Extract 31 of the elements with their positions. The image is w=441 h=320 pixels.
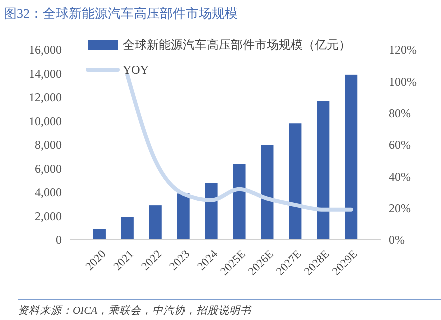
- bar: [205, 183, 218, 240]
- chart-title: 图32：全球新能源汽车高压部件市场规模: [4, 6, 238, 21]
- y2-tick-label: 100%: [389, 74, 417, 89]
- bar: [121, 217, 134, 240]
- y-tick-label: 14,000: [29, 66, 62, 81]
- bar: [261, 145, 274, 240]
- y-tick-label: 16,000: [29, 43, 62, 58]
- bar: [149, 206, 162, 240]
- y2-tick-label: 120%: [389, 43, 417, 58]
- bar: [233, 164, 246, 240]
- line-series: [126, 73, 354, 212]
- bar: [177, 194, 190, 240]
- y2-tick-label: 80%: [389, 106, 411, 121]
- y2-tick-label: 60%: [389, 138, 411, 152]
- y-tick-label: 12,000: [29, 90, 62, 105]
- y2-tick-label: 40%: [389, 170, 411, 184]
- y-tick-label: 8,000: [35, 138, 62, 152]
- text: 资料来源：OICA，乘联会，中汽协，招股说明书: [18, 305, 252, 317]
- bar: [317, 101, 330, 240]
- bar: [289, 124, 302, 240]
- bar: [93, 229, 106, 240]
- y-tick-label: 6,000: [35, 162, 62, 176]
- y2-tick-label: 20%: [389, 202, 411, 216]
- bar: [345, 74, 358, 240]
- y-tick-label: 10,000: [29, 114, 62, 128]
- y2-tick-label: 0%: [389, 233, 405, 248]
- y-tick-label: 4,000: [35, 186, 62, 200]
- legend-label: YOY: [123, 63, 150, 78]
- legend-label: 全球新能源汽车高压部件市场规模（亿元）: [123, 38, 351, 52]
- y-tick-label: 2,000: [35, 209, 62, 224]
- y-tick-label: 0: [56, 233, 62, 248]
